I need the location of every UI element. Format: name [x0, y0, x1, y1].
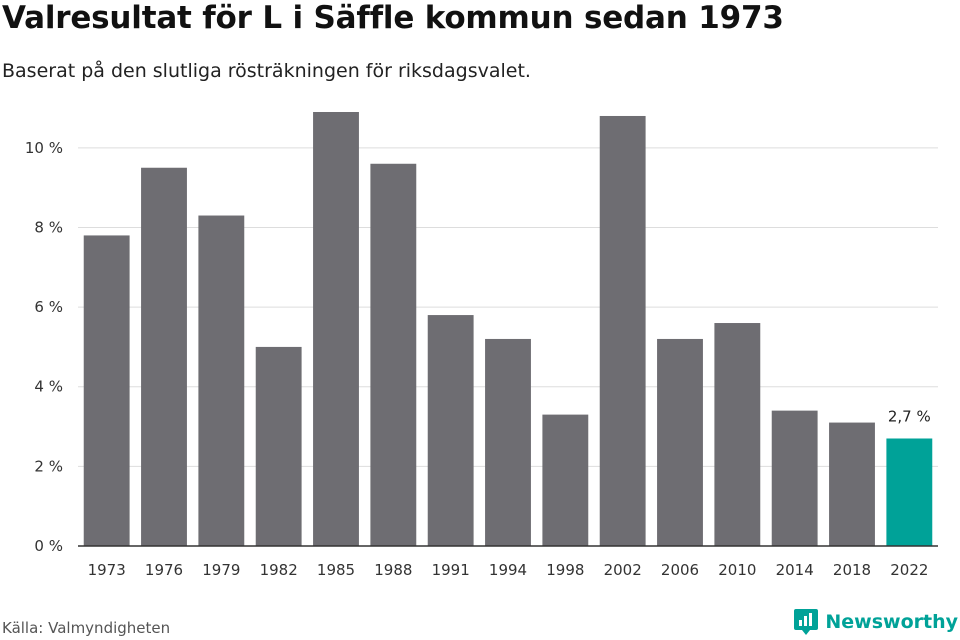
- bar-2002: [599, 115, 646, 546]
- source-note: Källa: Valmyndigheten: [2, 619, 171, 637]
- x-tick-label: 1982: [260, 561, 298, 579]
- bar-1985: [313, 112, 359, 546]
- bar-1998: [542, 414, 589, 546]
- bar-1973: [83, 235, 130, 546]
- bar-1991: [427, 315, 474, 546]
- x-tick-label: 1988: [374, 561, 412, 579]
- bar-2006: [657, 338, 703, 546]
- y-tick-label: 6 %: [34, 298, 63, 316]
- bar-1988: [370, 163, 417, 546]
- bar-1979: [198, 215, 245, 546]
- x-tick-label: 1994: [489, 561, 527, 579]
- x-axis-ticks: 1973 1976 1979 1982 1985 1988 1991 1994 1998 2002…: [88, 561, 929, 579]
- brand: Newsworthy: [793, 608, 958, 636]
- x-tick-label: 2014: [776, 561, 814, 579]
- x-tick-label: 1976: [145, 561, 183, 579]
- highlight-value-label: 2,7 %: [888, 407, 931, 425]
- bar-2022: [886, 438, 933, 546]
- y-axis-ticks: 0 % 2 % 4 % 6 % 8 % 10 %: [25, 139, 63, 555]
- bar-2010: [714, 323, 761, 546]
- brand-name: Newsworthy: [825, 611, 958, 633]
- bar-1976: [141, 167, 187, 547]
- bar-2018: [829, 422, 875, 546]
- y-tick-label: 8 %: [34, 218, 63, 236]
- bar-2014: [771, 410, 818, 546]
- x-tick-label: 1985: [317, 561, 355, 579]
- x-tick-label: 2018: [833, 561, 871, 579]
- x-tick-label: 1979: [202, 561, 240, 579]
- bar-1994: [485, 338, 531, 546]
- bar-1982: [255, 346, 302, 546]
- x-tick-label: 2002: [604, 561, 642, 579]
- y-tick-label: 4 %: [34, 378, 63, 396]
- chart-subtitle: Baserat på den slutliga rösträkningen fö…: [2, 60, 531, 82]
- newsworthy-logo-icon: [794, 609, 819, 635]
- chart-title: Valresultat för L i Säffle kommun sedan …: [2, 0, 784, 36]
- y-tick-label: 0 %: [34, 537, 63, 555]
- x-tick-label: 2006: [661, 561, 699, 579]
- x-tick-label: 2010: [718, 561, 756, 579]
- y-tick-label: 10 %: [25, 139, 63, 157]
- x-tick-label: 1998: [546, 561, 584, 579]
- bars: [83, 112, 933, 547]
- x-tick-label: 2022: [890, 561, 928, 579]
- data-labels: 2,7 %: [888, 407, 931, 425]
- y-tick-label: 2 %: [34, 457, 63, 475]
- x-tick-label: 1991: [432, 561, 470, 579]
- x-tick-label: 1973: [88, 561, 126, 579]
